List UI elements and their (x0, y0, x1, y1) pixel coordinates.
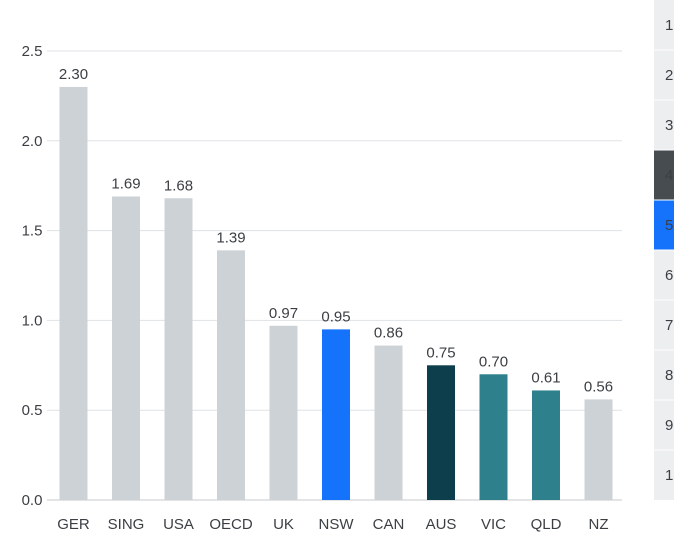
y-tick-label: 1.5 (22, 223, 43, 240)
rank-label: 1 (665, 17, 673, 34)
rank-label: 3 (665, 117, 673, 134)
x-tick-label: USA (163, 516, 194, 533)
bar (584, 399, 613, 500)
y-tick-label: 1.0 (22, 312, 43, 329)
rank-cell (654, 300, 674, 350)
bar (112, 196, 140, 500)
rank-cell (654, 250, 674, 300)
x-tick-label: UK (273, 516, 294, 533)
value-label: 0.86 (374, 325, 403, 342)
gridlines (47, 50, 622, 501)
bar (532, 390, 560, 500)
value-label: 2.30 (59, 66, 88, 83)
rank-cell (654, 200, 674, 250)
x-tick-label: GER (57, 516, 90, 533)
bar (374, 345, 403, 500)
rank-label: 7 (665, 317, 673, 334)
rank-label: 10 (665, 467, 674, 484)
x-axis: GER SING USA OECD UK NSW CAN AUS VIC QLD NZ (57, 516, 608, 533)
value-label: 0.97 (269, 305, 298, 322)
value-label: 0.56 (584, 378, 613, 395)
value-label: 1.69 (111, 175, 140, 192)
y-tick-label: 0.0 (22, 492, 43, 509)
value-label: 0.75 (426, 344, 455, 361)
rank-cell (654, 350, 674, 400)
rank-label: 5 (665, 217, 673, 234)
value-label: 0.61 (531, 369, 560, 386)
bar (164, 198, 193, 500)
value-label: 1.39 (216, 229, 245, 246)
rank-label: 6 (665, 267, 673, 284)
bar (427, 365, 455, 500)
value-label: 0.95 (321, 308, 350, 325)
rank-cell (654, 150, 674, 200)
bar (479, 374, 508, 500)
bar (269, 325, 298, 500)
value-label: 0.70 (479, 353, 508, 370)
rank-label: 9 (665, 417, 673, 434)
x-tick-label: CAN (373, 516, 405, 533)
value-labels: 2.30 1.69 1.68 1.39 0.97 0.95 0.86 0.75 0.70 0.61… (59, 66, 613, 396)
y-tick-label: 0.5 (22, 402, 43, 419)
rank-cell (654, 450, 674, 500)
bars (59, 86, 613, 501)
rank-label: 8 (665, 367, 673, 384)
x-tick-label: QLD (531, 516, 562, 533)
rank-label: 4 (665, 167, 673, 184)
rank-cell (654, 400, 674, 450)
x-tick-label: NSW (319, 516, 355, 533)
x-tick-label: AUS (426, 516, 457, 533)
bar (59, 86, 88, 501)
rank-cell (654, 0, 674, 50)
value-label: 1.68 (164, 177, 193, 194)
bar (217, 250, 245, 500)
x-tick-label: VIC (481, 516, 506, 533)
y-axis: 0.0 0.5 1.0 1.5 2.0 2.5 (22, 43, 43, 509)
x-tick-label: NZ (589, 516, 609, 533)
y-tick-label: 2.0 (22, 133, 43, 150)
rank-strip: 1 2 3 4 5 6 7 8 9 10 (654, 0, 674, 500)
x-tick-label: SING (108, 516, 145, 533)
y-tick-label: 2.5 (22, 43, 43, 60)
rank-cell (654, 50, 674, 100)
rank-cell (654, 100, 674, 150)
rank-label: 2 (665, 67, 673, 84)
x-tick-label: OECD (209, 516, 253, 533)
bar (322, 329, 350, 500)
